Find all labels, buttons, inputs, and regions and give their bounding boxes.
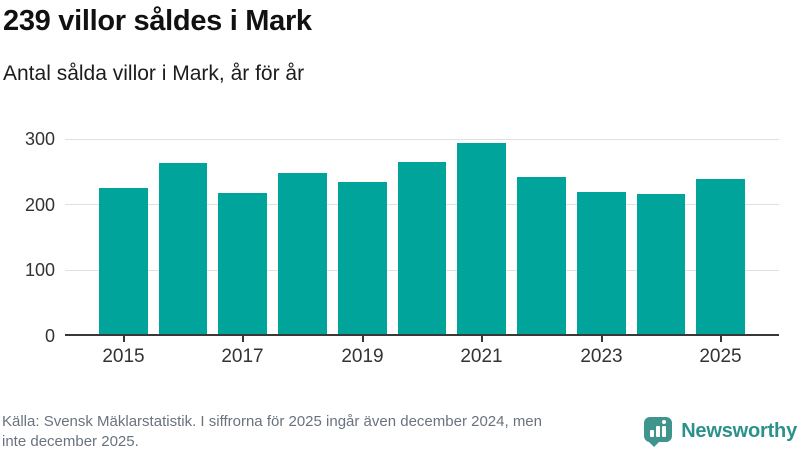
x-axis-tick-2015 [122, 336, 125, 342]
x-axis-label-2017: 2017 [221, 346, 264, 367]
icon-exclamation-dot [662, 419, 667, 424]
icon-bar-small [650, 429, 655, 437]
x-axis-label-2015: 2015 [102, 346, 145, 367]
bar-2021 [457, 142, 507, 336]
bar-2017 [218, 192, 268, 336]
icon-bar-tall [662, 425, 667, 437]
x-axis-label-2021: 2021 [460, 346, 503, 367]
speech-bubble-tail [648, 440, 661, 447]
y-axis-label-300: 300 [24, 129, 55, 149]
x-axis-tick-2023 [600, 336, 603, 342]
plot-area [65, 138, 779, 336]
x-axis-tick-2017 [241, 336, 244, 342]
newsworthy-logo-link[interactable]: Newsworthy [644, 414, 797, 448]
bar-series [65, 139, 779, 336]
newsworthy-wordmark: Newsworthy [681, 419, 797, 442]
bar-2024 [636, 194, 686, 336]
bar-2025 [696, 179, 746, 336]
y-axis-label-200: 200 [24, 194, 55, 215]
bar-2019 [337, 182, 387, 336]
y-axis-label-0: 0 [44, 326, 55, 346]
source-text: Källa: Svensk Mäklarstatistik. I siffror… [2, 413, 542, 450]
x-axis-label-2019: 2019 [341, 346, 384, 367]
x-axis-tick-2019 [361, 336, 364, 342]
chart-title: 239 villor såldes i Mark [3, 5, 312, 37]
x-axis-label-2023: 2023 [580, 346, 623, 367]
bar-2018 [278, 172, 327, 336]
icon-bar-medium [656, 425, 661, 437]
bar-2022 [517, 177, 566, 336]
gridline-300 [65, 138, 779, 140]
x-axis-line [65, 334, 779, 336]
bar-2015 [99, 188, 148, 336]
x-axis-label-2025: 2025 [699, 346, 742, 367]
newsworthy-bubble-chart-icon [644, 416, 673, 447]
y-axis-label-100: 100 [24, 260, 55, 281]
chart-subtitle: Antal sålda villor i Mark, år för år [3, 62, 305, 85]
bar-2020 [397, 161, 447, 336]
x-axis-tick-2025 [719, 336, 722, 342]
bar-2016 [158, 162, 208, 336]
x-axis-tick-2021 [480, 336, 483, 342]
bar-2023 [576, 191, 626, 336]
